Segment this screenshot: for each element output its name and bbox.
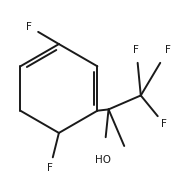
Text: F: F [161,119,167,129]
Text: F: F [165,45,171,55]
Text: F: F [133,45,139,55]
Text: HO: HO [95,155,111,165]
Text: F: F [26,22,32,32]
Text: F: F [47,163,53,173]
